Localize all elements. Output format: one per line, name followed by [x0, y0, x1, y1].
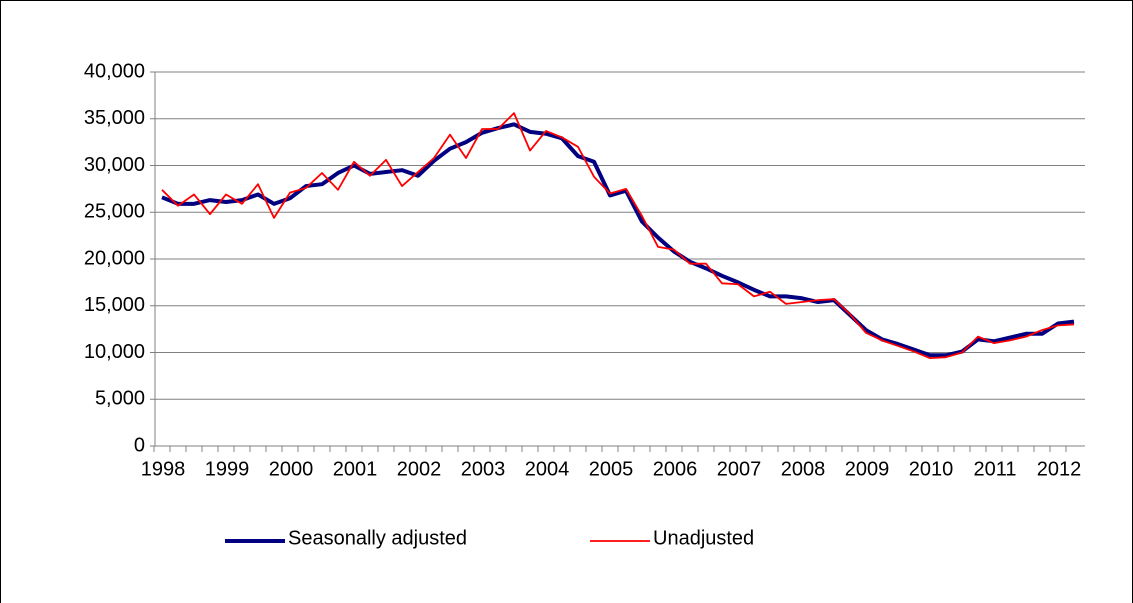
y-tick-label: 0: [134, 434, 145, 456]
y-tick-label: 5,000: [95, 388, 145, 410]
x-tick-label: 2005: [589, 458, 634, 480]
x-tick-label: 1999: [205, 458, 250, 480]
x-tick-label: 2008: [781, 458, 826, 480]
x-tick-label: 2000: [269, 458, 314, 480]
y-tick-label: 25,000: [84, 201, 145, 223]
x-tick-label: 2011: [973, 458, 1016, 480]
y-tick-label: 10,000: [84, 341, 145, 363]
legend-label: Seasonally adjusted: [288, 527, 467, 549]
y-tick-label: 40,000: [84, 60, 145, 82]
x-tick-label: 2007: [717, 458, 762, 480]
x-tick-label: 2006: [653, 458, 698, 480]
x-tick-label: 2009: [845, 458, 890, 480]
y-tick-label: 15,000: [84, 294, 145, 316]
series-line: [161, 112, 1075, 360]
x-tick-label: 2003: [461, 458, 506, 480]
x-tick-label: 2001: [333, 458, 378, 480]
y-tick-label: 30,000: [84, 154, 145, 176]
x-tick-label: 2012: [1037, 458, 1082, 480]
y-tick-label: 20,000: [84, 247, 145, 269]
series-line: [161, 122, 1075, 358]
x-tick-label: 2010: [909, 458, 954, 480]
legend-label: Unadjusted: [653, 527, 754, 549]
x-tick-label: 1998: [141, 458, 186, 480]
x-tick-label: 2004: [525, 458, 570, 480]
y-tick-label: 35,000: [84, 107, 145, 129]
x-tick-label: 2002: [397, 458, 442, 480]
